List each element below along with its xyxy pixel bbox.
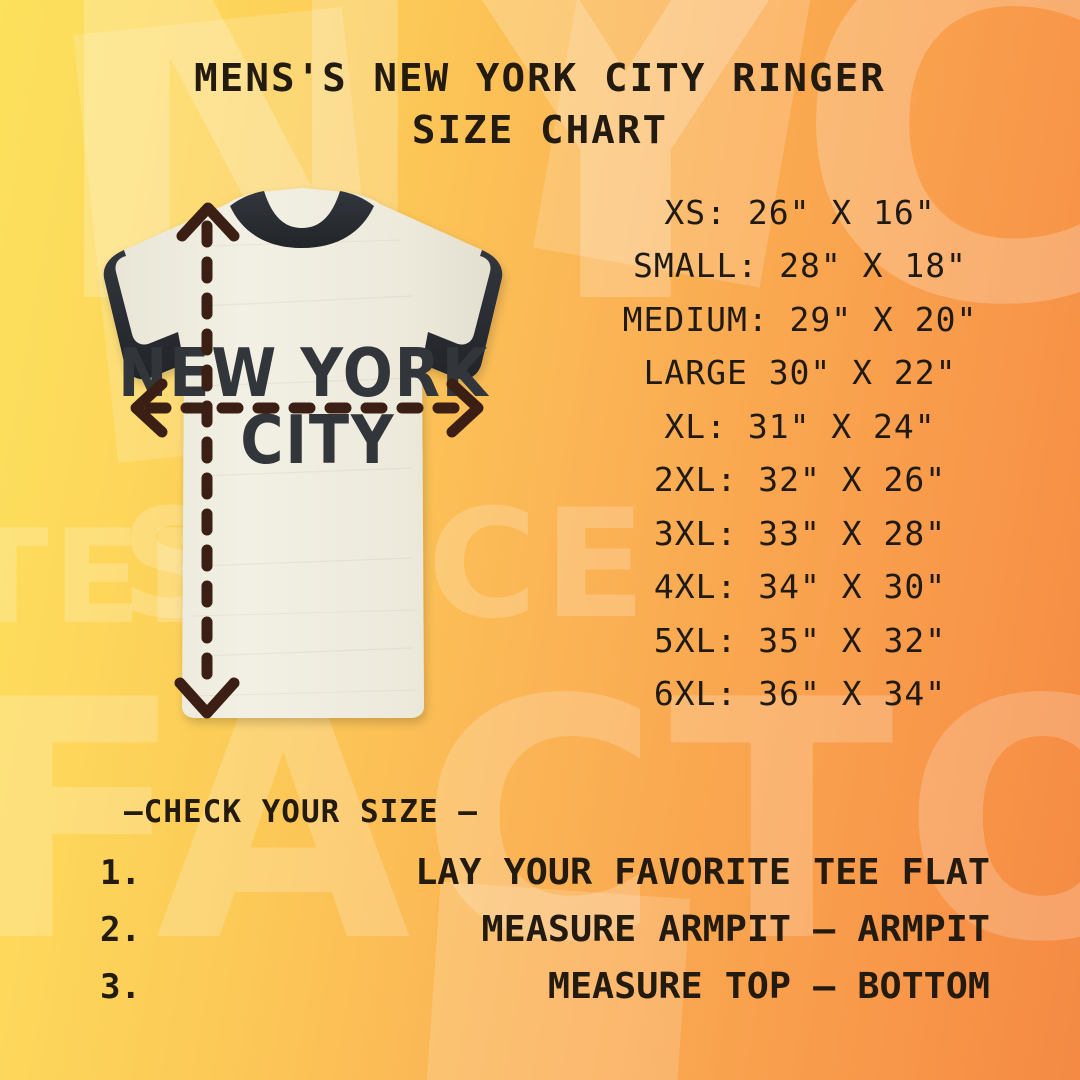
left-arrowhead <box>130 378 168 438</box>
step-1-number: 1. <box>100 853 141 893</box>
step-item-2: 2. MEASURE ARMPIT – ARMPIT <box>100 909 990 950</box>
up-arrowhead <box>176 202 240 242</box>
title-line-2: SIZE CHART <box>411 108 669 153</box>
down-arrowhead <box>174 677 240 719</box>
step-3-text: MEASURE TOP – BOTTOM <box>547 966 990 1007</box>
measure-steps-list: 1. LAY YOUR FAVORITE TEE FLAT 2. MEASURE… <box>100 852 990 1023</box>
step-2-number: 2. <box>100 910 141 950</box>
size-row-xl: XL: 31" X 24" <box>664 406 936 446</box>
collar-ring <box>230 191 374 248</box>
watermark-factory: FACTORY <box>0 630 1080 1014</box>
title-line-1: MENS'S NEW YORK CITY RINGER <box>194 56 886 100</box>
tshirt-svg: NEW YORK CITY <box>103 188 503 719</box>
page-title: MENS'S NEW YORK CITY RINGER SIZE CHART <box>0 52 1080 157</box>
size-row-large: LARGE 30" X 22" <box>643 353 957 393</box>
size-list: XS: 26" X 16" SMALL: 28" X 18" MEDIUM: 2… <box>580 186 1020 721</box>
step-2-text: MEASURE ARMPIT – ARMPIT <box>481 909 990 950</box>
right-arrowhead <box>446 378 484 438</box>
size-row-2xl: 2XL: 32" X 26" <box>653 460 947 500</box>
size-row-6xl: 6XL: 36" X 34" <box>653 674 947 714</box>
step-item-1: 1. LAY YOUR FAVORITE TEE FLAT <box>100 852 990 893</box>
shirt-print-line-1: NEW YORK <box>118 333 489 412</box>
size-row-3xl: 3XL: 33" X 28" <box>653 513 947 553</box>
measurement-arrows <box>130 202 484 719</box>
tshirt-illustration: NEW YORK CITY <box>52 186 552 731</box>
size-row-4xl: 4XL: 34" X 30" <box>653 567 947 607</box>
right-sleeve-cuff <box>422 250 503 380</box>
check-your-size-heading: –CHECK YOUR SIZE – <box>124 794 478 830</box>
size-row-5xl: 5XL: 35" X 32" <box>653 620 947 660</box>
step-1-text: LAY YOUR FAVORITE TEE FLAT <box>415 852 991 893</box>
step-3-number: 3. <box>100 967 141 1007</box>
size-row-small: SMALL: 28" X 18" <box>633 246 967 286</box>
size-row-xs: XS: 26" X 16" <box>664 193 936 232</box>
left-sleeve-cuff <box>103 250 184 380</box>
size-row-medium: MEDIUM: 29" X 20" <box>622 299 978 339</box>
step-item-3: 3. MEASURE TOP – BOTTOM <box>100 966 990 1007</box>
